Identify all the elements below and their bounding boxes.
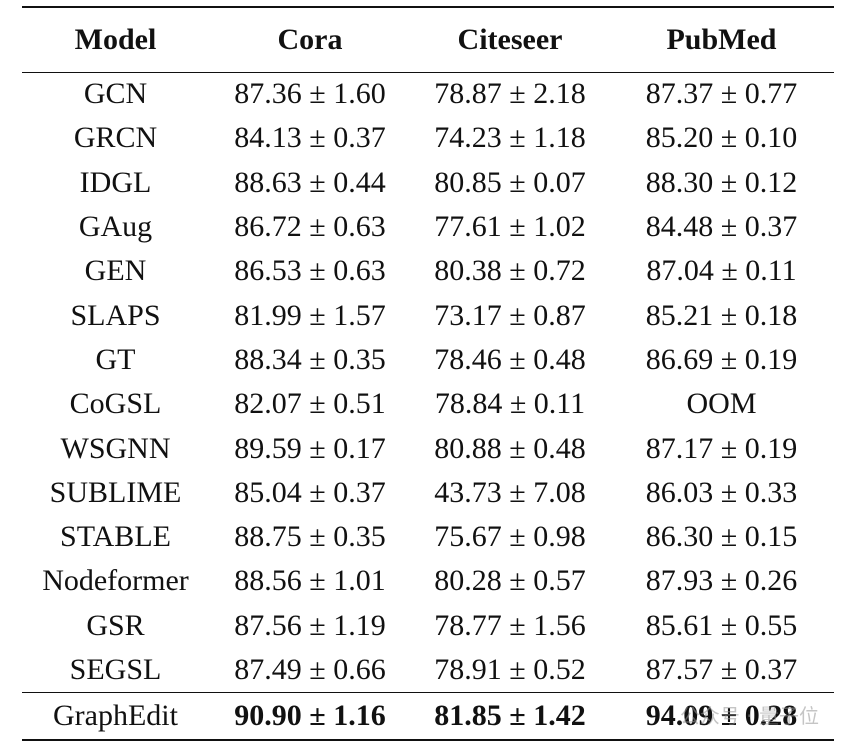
citeseer-cell: 77.61 ± 1.02 (434, 210, 586, 244)
pubmed-cell: OOM (686, 387, 757, 421)
table-row: SUBLIME 85.04 ± 0.37 43.73 ± 7.08 86.03 ± 0… (22, 471, 834, 515)
table-row: GT 88.34 ± 0.35 78.46 ± 0.48 86.69 ± 0.19 (22, 338, 834, 382)
cora-cell: 86.72 ± 0.63 (234, 210, 386, 244)
table-row: GRCN 84.13 ± 0.37 74.23 ± 1.18 85.20 ± 0.10 (22, 116, 834, 160)
header-row: Model Cora Citeseer PubMed (22, 6, 834, 73)
cora-cell: 90.90 ± 1.16 (209, 691, 411, 741)
header-cora: Cora (209, 6, 411, 73)
citeseer-cell: 74.23 ± 1.18 (434, 121, 586, 155)
pubmed-cell: 94.09 ± 0.28 (609, 691, 834, 741)
pubmed-cell: 86.69 ± 0.19 (645, 342, 798, 376)
cora-cell: 88.63 ± 0.44 (234, 165, 386, 199)
model-cell: GCN (83, 77, 148, 111)
citeseer-cell: 43.73 ± 7.08 (434, 475, 586, 509)
citeseer-cell: 78.46 ± 0.48 (434, 342, 586, 376)
cora-cell: 87.49 ± 0.66 (234, 652, 386, 686)
citeseer-cell: 80.28 ± 0.57 (434, 564, 586, 598)
table-row: SLAPS 81.99 ± 1.57 73.17 ± 0.87 85.21 ± 0.1… (22, 293, 834, 337)
citeseer-cell: 78.87 ± 2.18 (434, 77, 586, 111)
citeseer-cell: 78.84 ± 0.11 (434, 387, 586, 421)
pubmed-cell: 87.57 ± 0.37 (645, 652, 798, 686)
table-body: GCN 87.36 ± 1.60 78.87 ± 2.18 87.37 ± 0.77 G… (22, 72, 834, 741)
pubmed-cell: 87.93 ± 0.26 (645, 564, 798, 598)
cora-cell: 85.04 ± 0.37 (234, 475, 386, 509)
citeseer-cell: 78.91 ± 0.52 (434, 652, 586, 686)
cora-cell: 87.56 ± 1.19 (234, 608, 386, 642)
model-cell: STABLE (60, 520, 171, 554)
cora-cell: 81.99 ± 1.57 (234, 298, 386, 332)
cora-cell: 89.59 ± 0.17 (234, 431, 386, 465)
table-row: GSR 87.56 ± 1.19 78.77 ± 1.56 85.61 ± 0.55 (22, 604, 834, 648)
results-table: Model Cora Citeseer PubMed GCN 87.36 ± 1.… (22, 6, 834, 741)
cora-cell: 88.56 ± 1.01 (234, 564, 386, 598)
header-citeseer: Citeseer (411, 6, 609, 73)
citeseer-cell: 73.17 ± 0.87 (434, 298, 586, 332)
table-header: Model Cora Citeseer PubMed (22, 6, 834, 73)
cora-cell: 82.07 ± 0.51 (234, 387, 386, 421)
pubmed-cell: 87.37 ± 0.77 (645, 77, 798, 111)
table-row: GEN 86.53 ± 0.63 80.38 ± 0.72 87.04 ± 0.11 (22, 249, 834, 293)
cora-cell: 88.34 ± 0.35 (234, 342, 386, 376)
pubmed-cell: 86.30 ± 0.15 (645, 520, 798, 554)
cora-cell: 87.36 ± 1.60 (234, 77, 386, 111)
results-table-container: Model Cora Citeseer PubMed GCN 87.36 ± 1.… (22, 6, 834, 741)
cora-cell: 88.75 ± 0.35 (234, 520, 386, 554)
citeseer-cell: 80.38 ± 0.72 (434, 254, 586, 288)
table-row: CoGSL 82.07 ± 0.51 78.84 ± 0.11 OOM (22, 382, 834, 426)
pubmed-cell: 85.61 ± 0.55 (645, 608, 798, 642)
model-cell: GraphEdit (22, 691, 209, 741)
pubmed-cell: 84.48 ± 0.37 (645, 210, 798, 244)
model-cell: GEN (84, 254, 147, 288)
citeseer-cell: 80.85 ± 0.07 (434, 165, 586, 199)
model-cell: CoGSL (69, 387, 162, 421)
model-cell: GRCN (73, 121, 158, 155)
model-cell: SLAPS (70, 298, 161, 332)
model-cell: SUBLIME (49, 475, 182, 509)
table-row-proposed: GraphEdit 90.90 ± 1.16 81.85 ± 1.42 94.09 ±… (22, 691, 834, 741)
header-pubmed: PubMed (609, 6, 834, 73)
table-row: WSGNN 89.59 ± 0.17 80.88 ± 0.48 87.17 ± 0.1… (22, 426, 834, 470)
header-model: Model (22, 6, 209, 73)
pubmed-cell: 88.30 ± 0.12 (645, 165, 798, 199)
citeseer-cell: 75.67 ± 0.98 (434, 520, 586, 554)
table-row: SEGSL 87.49 ± 0.66 78.91 ± 0.52 87.57 ± 0.3… (22, 648, 834, 692)
model-cell: SEGSL (69, 652, 162, 686)
pubmed-cell: 87.04 ± 0.11 (646, 254, 797, 288)
table-row: GAug 86.72 ± 0.63 77.61 ± 1.02 84.48 ± 0.37 (22, 205, 834, 249)
pubmed-cell: 86.03 ± 0.33 (645, 475, 798, 509)
citeseer-cell: 78.77 ± 1.56 (434, 608, 586, 642)
model-cell: WSGNN (60, 431, 171, 465)
pubmed-cell: 85.21 ± 0.18 (645, 298, 798, 332)
model-cell: GSR (86, 608, 145, 642)
citeseer-cell: 80.88 ± 0.48 (434, 431, 586, 465)
model-cell: IDGL (79, 165, 152, 199)
model-cell: GAug (78, 210, 153, 244)
cora-cell: 84.13 ± 0.37 (234, 121, 386, 155)
table-row: STABLE 88.75 ± 0.35 75.67 ± 0.98 86.30 ± 0.… (22, 515, 834, 559)
model-cell: GT (95, 342, 136, 376)
pubmed-cell: 85.20 ± 0.10 (645, 121, 798, 155)
cora-cell: 86.53 ± 0.63 (234, 254, 386, 288)
model-cell: Nodeformer (42, 564, 189, 598)
table-row: IDGL 88.63 ± 0.44 80.85 ± 0.07 88.30 ± 0.12 (22, 161, 834, 205)
citeseer-cell: 81.85 ± 1.42 (411, 691, 609, 741)
table-row: Nodeformer 88.56 ± 1.01 80.28 ± 0.57 87.93 … (22, 559, 834, 603)
pubmed-cell: 87.17 ± 0.19 (645, 431, 798, 465)
table-row: GCN 87.36 ± 1.60 78.87 ± 2.18 87.37 ± 0.77 (22, 72, 834, 116)
